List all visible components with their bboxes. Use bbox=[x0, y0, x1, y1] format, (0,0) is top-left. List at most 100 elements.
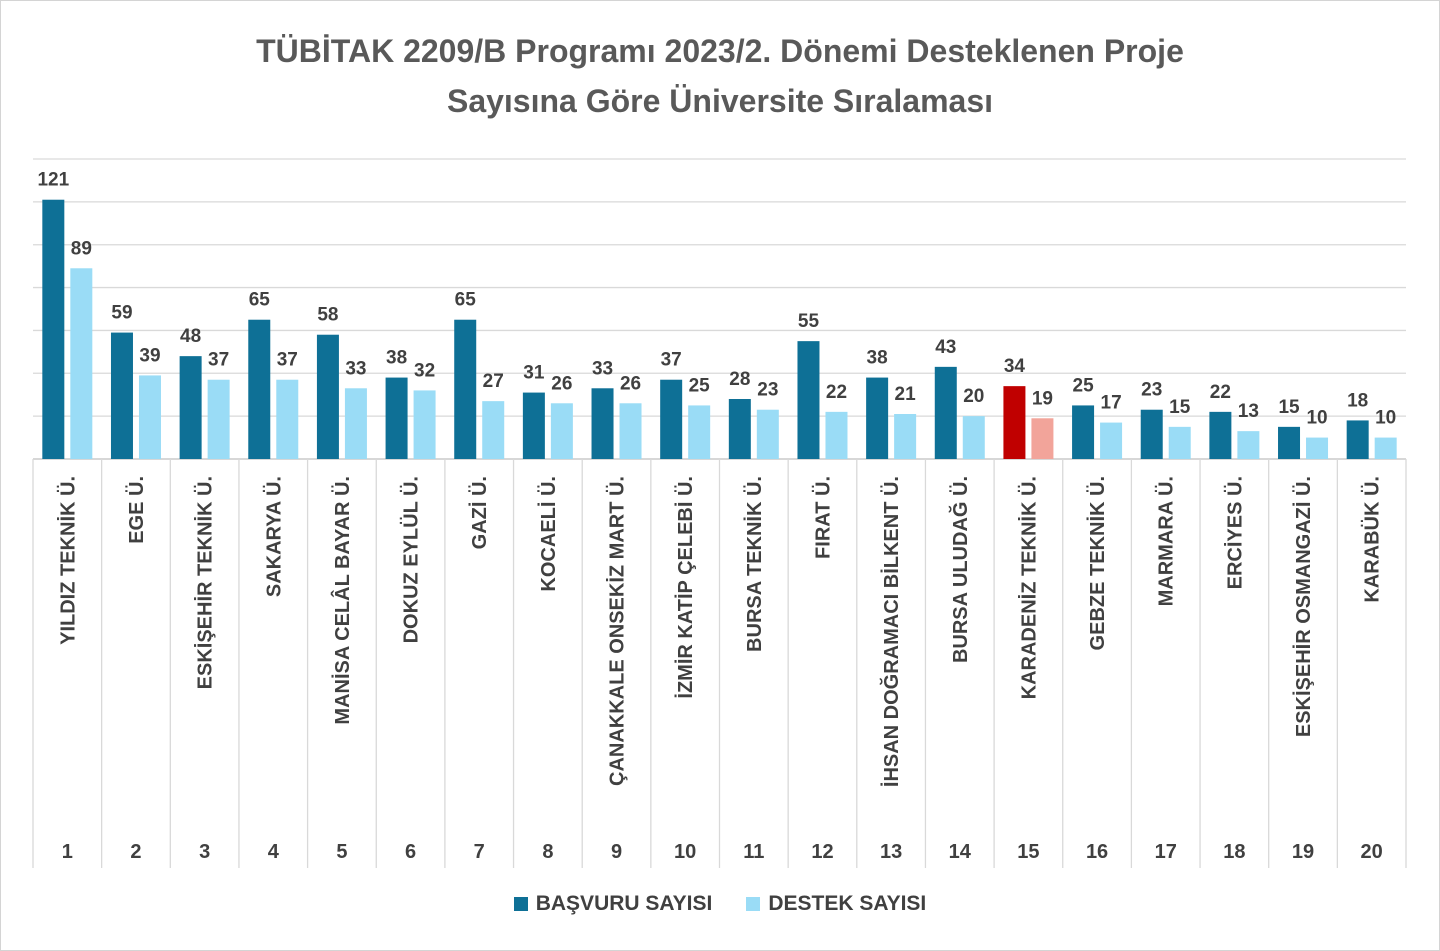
data-label-destek: 15 bbox=[1169, 397, 1191, 418]
data-label-destek: 39 bbox=[139, 345, 160, 366]
category-label: BURSA ULUDAĞ Ü. bbox=[948, 476, 972, 663]
data-label-destek: 19 bbox=[1032, 388, 1053, 409]
bar-destek bbox=[1306, 437, 1329, 459]
bar-destek bbox=[619, 403, 642, 459]
rank-label: 16 bbox=[1086, 841, 1108, 863]
bar-basvuru bbox=[1209, 411, 1232, 459]
category-label: GEBZE TEKNİK Ü. bbox=[1086, 476, 1109, 650]
rank-label: 14 bbox=[949, 841, 972, 863]
chart-title-line-2: Sayısına Göre Üniversite Sıralaması bbox=[446, 83, 994, 119]
bar-basvuru bbox=[42, 199, 65, 459]
rank-label: 8 bbox=[542, 841, 553, 863]
bar-basvuru bbox=[316, 334, 339, 459]
category-label: ESKİŞEHİR TEKNİK Ü. bbox=[194, 476, 217, 689]
bar-destek bbox=[756, 409, 779, 459]
bar-basvuru bbox=[591, 388, 614, 459]
legend-label-basvuru: BAŞVURU SAYISI bbox=[535, 892, 713, 915]
bar-basvuru bbox=[1072, 405, 1095, 459]
data-label-basvuru: 59 bbox=[111, 303, 132, 324]
category-label: DOKUZ EYLÜL Ü. bbox=[400, 476, 423, 643]
data-label-basvuru: 38 bbox=[386, 348, 407, 369]
data-label-destek: 13 bbox=[1238, 401, 1259, 422]
bar-destek bbox=[894, 414, 917, 459]
rank-label: 12 bbox=[811, 841, 833, 863]
data-label-basvuru: 31 bbox=[523, 363, 545, 384]
bar-basvuru bbox=[454, 319, 477, 459]
data-label-destek: 33 bbox=[345, 358, 366, 379]
data-label-destek: 23 bbox=[757, 380, 778, 401]
category-label: İZMİR KATİP ÇELEBİ Ü. bbox=[674, 476, 697, 699]
data-label-destek: 17 bbox=[1101, 393, 1122, 414]
bar-destek bbox=[1237, 431, 1260, 459]
category-label: KARABÜK Ü. bbox=[1361, 476, 1384, 603]
data-label-destek: 10 bbox=[1306, 408, 1327, 429]
data-label-destek: 37 bbox=[277, 350, 298, 371]
data-label-basvuru: 22 bbox=[1210, 382, 1231, 403]
category-label: ESKİŞEHİR OSMANGAZİ Ü. bbox=[1292, 476, 1315, 737]
rank-label: 6 bbox=[405, 841, 416, 863]
bar-destek bbox=[482, 401, 505, 459]
bar-basvuru bbox=[248, 319, 271, 459]
legend: BAŞVURU SAYISI DESTEK SAYISI bbox=[0, 892, 1440, 916]
bar-destek bbox=[688, 405, 711, 459]
data-label-basvuru: 38 bbox=[867, 348, 888, 369]
rank-label: 7 bbox=[474, 841, 485, 863]
category-label: KARADENİZ TEKNİK Ü. bbox=[1017, 476, 1040, 699]
data-label-basvuru: 121 bbox=[37, 170, 69, 191]
rank-label: 1 bbox=[62, 841, 73, 863]
bar-basvuru bbox=[728, 399, 751, 459]
data-label-basvuru: 65 bbox=[455, 290, 477, 311]
bar-destek bbox=[962, 416, 985, 459]
chart-title: TÜBİTAK 2209/B Programı 2023/2. Dönemi D… bbox=[0, 26, 1440, 126]
data-label-destek: 26 bbox=[620, 373, 641, 394]
data-label-destek: 27 bbox=[483, 371, 504, 392]
category-label: İHSAN DOĞRAMACI BİLKENT Ü. bbox=[879, 476, 903, 787]
category-label: SAKARYA Ü. bbox=[262, 476, 285, 597]
bar-destek bbox=[344, 388, 367, 459]
rank-label: 9 bbox=[611, 841, 622, 863]
rank-label: 11 bbox=[743, 841, 764, 863]
data-label-basvuru: 43 bbox=[935, 337, 956, 358]
rank-label: 19 bbox=[1292, 841, 1314, 863]
category-label: KOCAELİ Ü. bbox=[537, 476, 560, 592]
category-label: ÇANAKKALE ONSEKİZ MART Ü. bbox=[606, 476, 629, 786]
bar-destek bbox=[70, 268, 93, 459]
legend-label-destek: DESTEK SAYISI bbox=[768, 892, 927, 915]
bar-basvuru bbox=[866, 377, 889, 459]
category-label: GAZİ Ü. bbox=[468, 476, 491, 549]
data-label-destek: 32 bbox=[414, 360, 435, 381]
data-label-destek: 20 bbox=[963, 386, 984, 407]
data-label-basvuru: 33 bbox=[592, 358, 613, 379]
rank-label: 10 bbox=[674, 841, 696, 863]
category-label: ERCİYES Ü. bbox=[1223, 476, 1246, 589]
data-label-basvuru: 25 bbox=[1073, 375, 1095, 396]
bar-basvuru bbox=[1278, 426, 1301, 459]
bar-basvuru bbox=[110, 332, 133, 459]
rank-label: 3 bbox=[199, 841, 210, 863]
data-label-basvuru: 58 bbox=[317, 305, 338, 326]
data-label-destek: 26 bbox=[551, 373, 572, 394]
category-label: MARMARA Ü. bbox=[1155, 476, 1178, 606]
bar-basvuru bbox=[660, 379, 683, 459]
bar-basvuru bbox=[1140, 409, 1163, 459]
category-label: FIRAT Ü. bbox=[811, 476, 834, 559]
rank-label: 5 bbox=[336, 841, 347, 863]
data-label-destek: 22 bbox=[826, 382, 847, 403]
bar-destek bbox=[825, 411, 848, 459]
data-label-basvuru: 23 bbox=[1141, 380, 1162, 401]
rank-label: 17 bbox=[1155, 841, 1177, 863]
bar-destek bbox=[413, 390, 436, 459]
bar-destek bbox=[276, 379, 299, 459]
bar-destek bbox=[550, 403, 573, 459]
chart-title-line-1: TÜBİTAK 2209/B Programı 2023/2. Dönemi D… bbox=[256, 33, 1184, 69]
legend-item-destek: DESTEK SAYISI bbox=[746, 892, 926, 916]
bar-basvuru bbox=[797, 341, 820, 459]
bar-basvuru bbox=[934, 366, 957, 459]
data-label-destek: 10 bbox=[1375, 408, 1396, 429]
data-label-basvuru: 28 bbox=[729, 369, 750, 390]
bar-destek bbox=[1100, 422, 1123, 459]
data-label-basvuru: 37 bbox=[661, 350, 682, 371]
data-label-destek: 89 bbox=[71, 238, 92, 259]
data-label-basvuru: 18 bbox=[1347, 390, 1368, 411]
